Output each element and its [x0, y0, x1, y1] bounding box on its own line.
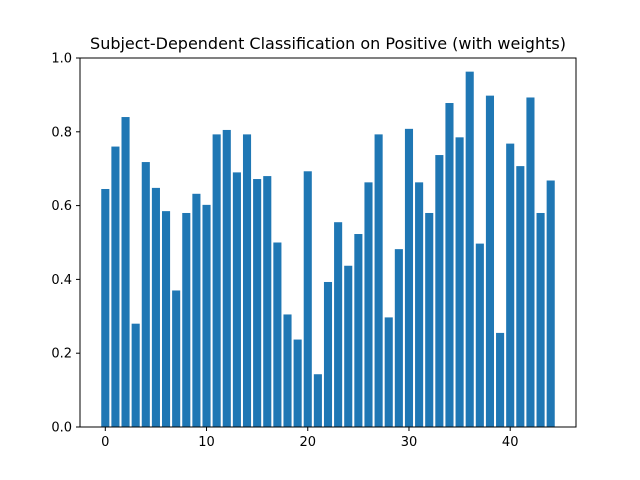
bar-41 [516, 166, 525, 427]
bar-17 [273, 242, 282, 427]
bars-group [101, 71, 555, 428]
x-tick-label: 0 [101, 435, 109, 450]
bar-32 [425, 212, 434, 427]
bar-1 [111, 146, 120, 427]
x-axis: 0 10 20 30 40 [101, 427, 518, 450]
y-tick-label: 0.8 [51, 125, 72, 140]
bar-33 [435, 155, 444, 427]
bar-5 [151, 187, 160, 427]
bar-31 [415, 182, 424, 427]
plot-frame [79, 57, 577, 428]
bar-14 [242, 134, 252, 427]
bar-10 [202, 204, 211, 427]
bar-6 [161, 211, 171, 427]
bar-23 [334, 222, 343, 427]
bar-26 [364, 182, 373, 427]
bar-43 [536, 212, 545, 427]
bar-15 [253, 179, 262, 427]
bar-36 [465, 71, 474, 427]
bar-24 [344, 265, 353, 427]
bar-8 [182, 212, 191, 427]
bar-4 [141, 162, 150, 428]
bar-13 [232, 172, 241, 427]
bar-16 [263, 176, 272, 427]
bar-30 [404, 128, 414, 427]
x-tick-label: 30 [401, 435, 418, 450]
bar-11 [212, 134, 221, 427]
chart-title: Subject-Dependent Classification on Posi… [90, 34, 566, 53]
y-tick-label: 1.0 [51, 52, 72, 67]
y-tick-label: 0.6 [51, 199, 72, 214]
bar-37 [475, 243, 484, 427]
bar-12 [222, 129, 231, 427]
bar-9 [192, 193, 201, 427]
bar-19 [293, 339, 302, 427]
y-tick-label: 0.0 [51, 421, 72, 436]
x-tick-label: 10 [198, 435, 215, 450]
bar-34 [445, 103, 454, 427]
bar-0 [101, 188, 110, 427]
bar-35 [455, 137, 464, 427]
bar-29 [394, 249, 403, 427]
bar-20 [303, 171, 312, 427]
bar-22 [323, 281, 333, 427]
x-tick-label: 40 [502, 435, 519, 450]
y-axis: 0.0 0.2 0.4 0.6 0.8 1.0 [51, 52, 80, 436]
bar-42 [526, 97, 535, 427]
bar-44 [546, 180, 555, 427]
bar-27 [374, 134, 383, 427]
bar-18 [283, 314, 292, 427]
bar-38 [485, 95, 495, 427]
bar-3 [131, 323, 140, 427]
bar-21 [313, 374, 322, 427]
bar-39 [496, 332, 505, 427]
bar-28 [384, 317, 393, 427]
bar-40 [506, 143, 515, 427]
y-tick-label: 0.4 [51, 273, 72, 288]
x-tick-label: 20 [299, 435, 316, 450]
bar-25 [354, 234, 363, 427]
bar-2 [121, 117, 130, 427]
y-tick-label: 0.2 [51, 347, 72, 362]
bar-7 [172, 290, 181, 427]
